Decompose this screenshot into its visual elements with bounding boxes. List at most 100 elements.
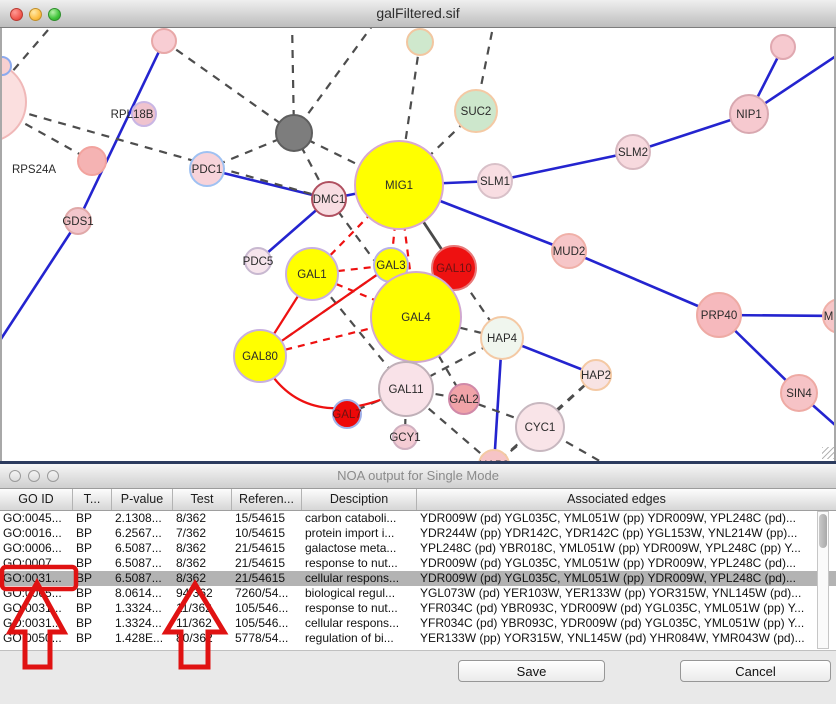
- table-cell: GO:0045...: [3, 511, 62, 525]
- column-header[interactable]: T...: [73, 489, 112, 510]
- table-cell: YFR034C (pd) YBR093C, YDR009W (pd) YGL03…: [420, 601, 805, 615]
- network-node-SUC2[interactable]: [454, 89, 498, 133]
- column-header[interactable]: GO ID: [0, 489, 73, 510]
- table-cell: BP: [76, 631, 93, 645]
- table-cell: BP: [76, 616, 93, 630]
- close-button-inactive[interactable]: [9, 470, 21, 482]
- table-cell: 1.3324...: [115, 616, 162, 630]
- scrollbar-thumb[interactable]: [819, 514, 827, 548]
- network-node-MSI[interactable]: [822, 299, 836, 333]
- table-row[interactable]: GO:0016... BP 6.2567... 7/362 10/54615 protei…: [0, 526, 836, 541]
- network-node-grayNode[interactable]: [275, 114, 313, 152]
- network-node-topGreen[interactable]: [406, 28, 434, 56]
- table-cell: GO:0031...: [3, 601, 62, 615]
- network-window: galFiltered.sif RPL18B RPS24A GDS1 PDC1 MIG1…: [0, 0, 836, 461]
- network-node-SLM1[interactable]: [477, 163, 513, 199]
- network-edge: [2, 220, 80, 340]
- network-node-GAL1[interactable]: [285, 247, 339, 301]
- table-row[interactable]: GO:0031... BP 1.3324... 11/362 105/546... cel…: [0, 616, 836, 631]
- network-node-HAP2[interactable]: [580, 359, 612, 391]
- network-node-PRP40[interactable]: [696, 292, 742, 338]
- network-edge: [76, 40, 166, 222]
- network-node-HAP4[interactable]: [480, 316, 524, 360]
- table-row[interactable]: GO:0007... BP 6.5087... 8/362 21/54615 respon…: [0, 556, 836, 571]
- table-cell: 105/546...: [235, 601, 289, 615]
- noa-window-title: NOA output for Single Mode: [337, 468, 499, 483]
- table-row[interactable]: GO:0031... BP 6.5087... 8/362 21/54615 cellul…: [0, 571, 836, 586]
- table-cell: 15/54615: [235, 511, 286, 525]
- resize-grip[interactable]: [822, 447, 834, 459]
- network-node-GAL7[interactable]: [332, 399, 362, 429]
- node-label: GAL3: [376, 260, 405, 272]
- save-button[interactable]: Save: [458, 660, 605, 682]
- table-row[interactable]: GO:0031... BP 1.3324... 11/362 105/546... res…: [0, 601, 836, 616]
- noa-table: GO ID T... P-value Test Referen... Desciption…: [0, 489, 836, 651]
- network-edge: [2, 29, 49, 86]
- table-row[interactable]: GO:0045... BP 2.1308... 8/362 15/54615 carbon…: [0, 511, 836, 526]
- table-cell: BP: [76, 586, 93, 600]
- network-node-GAL4[interactable]: [370, 271, 462, 363]
- column-header[interactable]: Desciption: [302, 489, 417, 510]
- table-cell: GO:0065...: [3, 586, 62, 600]
- close-button[interactable]: [10, 8, 23, 21]
- node-label: DMC1: [313, 194, 346, 206]
- node-label: GAL2: [449, 394, 478, 406]
- network-node-CYC1[interactable]: [515, 402, 565, 452]
- zoom-button-inactive[interactable]: [47, 470, 59, 482]
- network-node-pinkTopL[interactable]: [151, 28, 177, 54]
- network-node-GAL80[interactable]: [233, 329, 287, 383]
- table-cell: 21/54615: [235, 556, 286, 570]
- table-cell: YPL248C (pd) YBR018C, YML051W (pp) YDR00…: [420, 541, 801, 555]
- network-node-bigleft[interactable]: [2, 62, 27, 142]
- network-node-DMC1[interactable]: [311, 181, 347, 217]
- network-node-MUD2[interactable]: [551, 233, 587, 269]
- network-node-RPL18B[interactable]: [131, 101, 157, 127]
- table-row[interactable]: GO:0050... BP 1.428E... 80/362 5778/54... reg…: [0, 631, 836, 646]
- cancel-button[interactable]: Cancel: [680, 660, 831, 682]
- column-header[interactable]: Test: [173, 489, 232, 510]
- minimize-button-inactive[interactable]: [28, 470, 40, 482]
- table-row[interactable]: GO:0006... BP 6.5087... 8/362 21/54615 galact…: [0, 541, 836, 556]
- node-label: PDC5: [243, 256, 274, 268]
- column-header[interactable]: Referen...: [232, 489, 302, 510]
- table-row[interactable]: GO:0065... BP 8.0614... 94/362 7260/54... bio…: [0, 586, 836, 601]
- node-label: HAP2: [581, 370, 611, 382]
- table-cell: 1.3324...: [115, 601, 162, 615]
- table-cell: YFR034C (pd) YBR093C, YDR009W (pd) YGL03…: [420, 616, 805, 630]
- table-cell: BP: [76, 511, 93, 525]
- network-node-HAP3[interactable]: [478, 449, 510, 461]
- column-header[interactable]: P-value: [112, 489, 173, 510]
- network-node-pinkTopR[interactable]: [770, 34, 796, 60]
- noa-window: NOA output for Single Mode GO ID T... P-va…: [0, 461, 836, 704]
- network-node-cornerTL[interactable]: [2, 56, 12, 76]
- network-node-GAL2[interactable]: [448, 383, 480, 415]
- network-canvas[interactable]: RPL18B RPS24A GDS1 PDC1 MIG1 SUC2 SLM1 SLM2 NIP1…: [0, 28, 836, 461]
- table-cell: 5778/54...: [235, 631, 289, 645]
- network-node-GDS1[interactable]: [64, 207, 92, 235]
- table-header-row: GO ID T... P-value Test Referen... Desciption…: [0, 489, 836, 511]
- table-cell: BP: [76, 541, 93, 555]
- network-node-MIG1[interactable]: [354, 140, 444, 230]
- network-node-GAL10[interactable]: [431, 245, 477, 291]
- table-scrollbar[interactable]: [817, 511, 829, 649]
- network-node-GAL11[interactable]: [378, 361, 434, 417]
- table-cell: 21/54615: [235, 571, 286, 585]
- table-cell: response to nut...: [305, 556, 398, 570]
- network-node-PDC5[interactable]: [244, 247, 272, 275]
- minimize-button[interactable]: [29, 8, 42, 21]
- network-node-NIP1[interactable]: [729, 94, 769, 134]
- network-node-SLM2[interactable]: [615, 134, 651, 170]
- node-label: MIG1: [385, 180, 413, 192]
- column-header[interactable]: Associated edges: [567, 492, 666, 506]
- table-cell: biological regul...: [305, 586, 396, 600]
- window-controls: [10, 8, 61, 21]
- network-node-GCY1[interactable]: [392, 424, 418, 450]
- network-node-SIN4[interactable]: [780, 374, 818, 412]
- table-cell: YDR244W (pp) YDR142C, YDR142C (pp) YGL15…: [420, 526, 798, 540]
- network-node-RPS24A[interactable]: [77, 146, 107, 176]
- table-cell: 94/362: [176, 586, 213, 600]
- network-node-PDC1[interactable]: [189, 151, 225, 187]
- table-cell: 8/362: [176, 511, 207, 525]
- table-cell: 10/54615: [235, 526, 286, 540]
- zoom-button[interactable]: [48, 8, 61, 21]
